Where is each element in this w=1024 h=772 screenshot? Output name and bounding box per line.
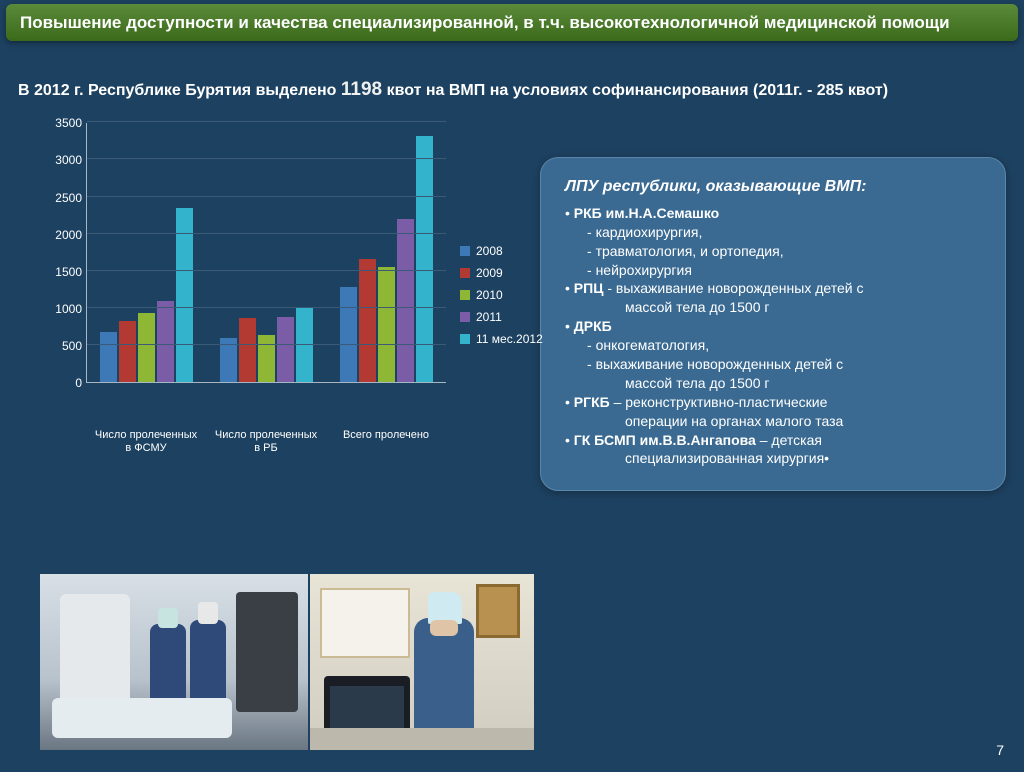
legend-item: 2011 bbox=[460, 310, 543, 324]
chart-column: 0500100015002000250030003500 Число проле… bbox=[0, 123, 540, 491]
quota-value: 1198 bbox=[341, 79, 382, 100]
bar bbox=[157, 301, 174, 382]
bar bbox=[340, 287, 357, 382]
content-row: 0500100015002000250030003500 Число проле… bbox=[0, 123, 1024, 491]
info-title: ЛПУ республики, оказывающие ВМП: bbox=[565, 176, 985, 198]
y-tick: 500 bbox=[62, 339, 82, 353]
gridline bbox=[87, 270, 446, 271]
y-axis: 0500100015002000250030003500 bbox=[40, 123, 86, 383]
info-item: кардиохирургия, bbox=[565, 223, 985, 242]
y-tick: 0 bbox=[75, 376, 82, 390]
info-item: онкогематология, bbox=[565, 336, 985, 355]
legend-label: 2011 bbox=[476, 310, 502, 324]
photo-nurse-monitor bbox=[310, 574, 534, 750]
bar-group bbox=[100, 208, 193, 383]
bar bbox=[416, 136, 433, 383]
x-label: Число пролеченных в ФСМУ bbox=[91, 429, 201, 455]
legend-swatch bbox=[460, 268, 470, 278]
bar bbox=[100, 332, 117, 383]
legend-label: 2008 bbox=[476, 244, 503, 258]
legend-item: 2010 bbox=[460, 288, 543, 302]
info-item: массой тела до 1500 г bbox=[565, 298, 985, 317]
info-item: специализированная хирургия• bbox=[565, 449, 985, 468]
y-tick: 3500 bbox=[55, 116, 82, 130]
legend-label: 2010 bbox=[476, 288, 503, 302]
legend-label: 11 мес.2012 bbox=[476, 332, 543, 346]
info-item: ДРКБ bbox=[565, 317, 985, 336]
info-item: травматология, и ортопедия, bbox=[565, 242, 985, 261]
info-item: РГКБ – реконструктивно-пластические bbox=[565, 393, 985, 412]
y-tick: 3000 bbox=[55, 153, 82, 167]
info-list: РКБ им.Н.А.Семашкокардиохирургия,травмат… bbox=[565, 204, 985, 468]
legend-swatch bbox=[460, 246, 470, 256]
plot-area bbox=[86, 123, 446, 383]
bar bbox=[359, 259, 376, 382]
y-tick: 2000 bbox=[55, 228, 82, 242]
x-label: Число пролеченных в РБ bbox=[211, 429, 321, 455]
legend-item: 2009 bbox=[460, 266, 543, 280]
bar bbox=[119, 321, 136, 383]
legend-swatch bbox=[460, 290, 470, 300]
x-label: Всего пролечено bbox=[331, 429, 441, 455]
info-item: операции на органах малого таза bbox=[565, 412, 985, 431]
gridline bbox=[87, 344, 446, 345]
bar bbox=[258, 335, 275, 383]
info-column: ЛПУ республики, оказывающие ВМП: РКБ им.… bbox=[540, 123, 1024, 491]
info-item: ГК БСМП им.В.В.Ангапова – детская bbox=[565, 431, 985, 450]
bar bbox=[176, 208, 193, 383]
y-tick: 1500 bbox=[55, 265, 82, 279]
page-title: Повышение доступности и качества специал… bbox=[20, 12, 1004, 33]
x-axis-labels: Число пролеченных в ФСМУ Число пролеченны… bbox=[86, 429, 446, 455]
photo-row bbox=[40, 574, 534, 750]
bar bbox=[378, 267, 395, 382]
info-item: выхаживание новорожденных детей с bbox=[565, 355, 985, 374]
legend-swatch bbox=[460, 312, 470, 322]
info-panel: ЛПУ республики, оказывающие ВМП: РКБ им.… bbox=[540, 157, 1006, 491]
bar bbox=[138, 313, 155, 382]
bar bbox=[397, 219, 414, 382]
bar bbox=[239, 318, 256, 383]
gridline bbox=[87, 158, 446, 159]
chart-legend: 2008 2009 2010 2011 11 мес.2012 bbox=[460, 244, 543, 346]
y-tick: 2500 bbox=[55, 191, 82, 205]
gridline bbox=[87, 307, 446, 308]
y-tick: 1000 bbox=[55, 302, 82, 316]
info-item: РПЦ - выхаживание новорожденных детей с bbox=[565, 279, 985, 298]
bar-group bbox=[340, 136, 433, 383]
bar bbox=[277, 317, 294, 382]
subhead: В 2012 г. Республике Бурятия выделено 11… bbox=[18, 79, 1006, 101]
gridline bbox=[87, 233, 446, 234]
subhead-mid: квот на ВМП на условиях софинансирования… bbox=[387, 82, 889, 99]
photo-operating-room bbox=[40, 574, 308, 750]
info-item: нейрохирургия bbox=[565, 261, 985, 280]
info-item: РКБ им.Н.А.Семашко bbox=[565, 204, 985, 223]
legend-item: 2008 bbox=[460, 244, 543, 258]
gridline bbox=[87, 196, 446, 197]
legend-label: 2009 bbox=[476, 266, 503, 280]
info-item: массой тела до 1500 г bbox=[565, 374, 985, 393]
page-number: 7 bbox=[996, 742, 1004, 758]
gridline bbox=[87, 121, 446, 122]
legend-item: 11 мес.2012 bbox=[460, 332, 543, 346]
header-bar: Повышение доступности и качества специал… bbox=[6, 4, 1018, 41]
subhead-prefix: В 2012 г. Республике Бурятия выделено bbox=[18, 82, 336, 99]
legend-swatch bbox=[460, 334, 470, 344]
